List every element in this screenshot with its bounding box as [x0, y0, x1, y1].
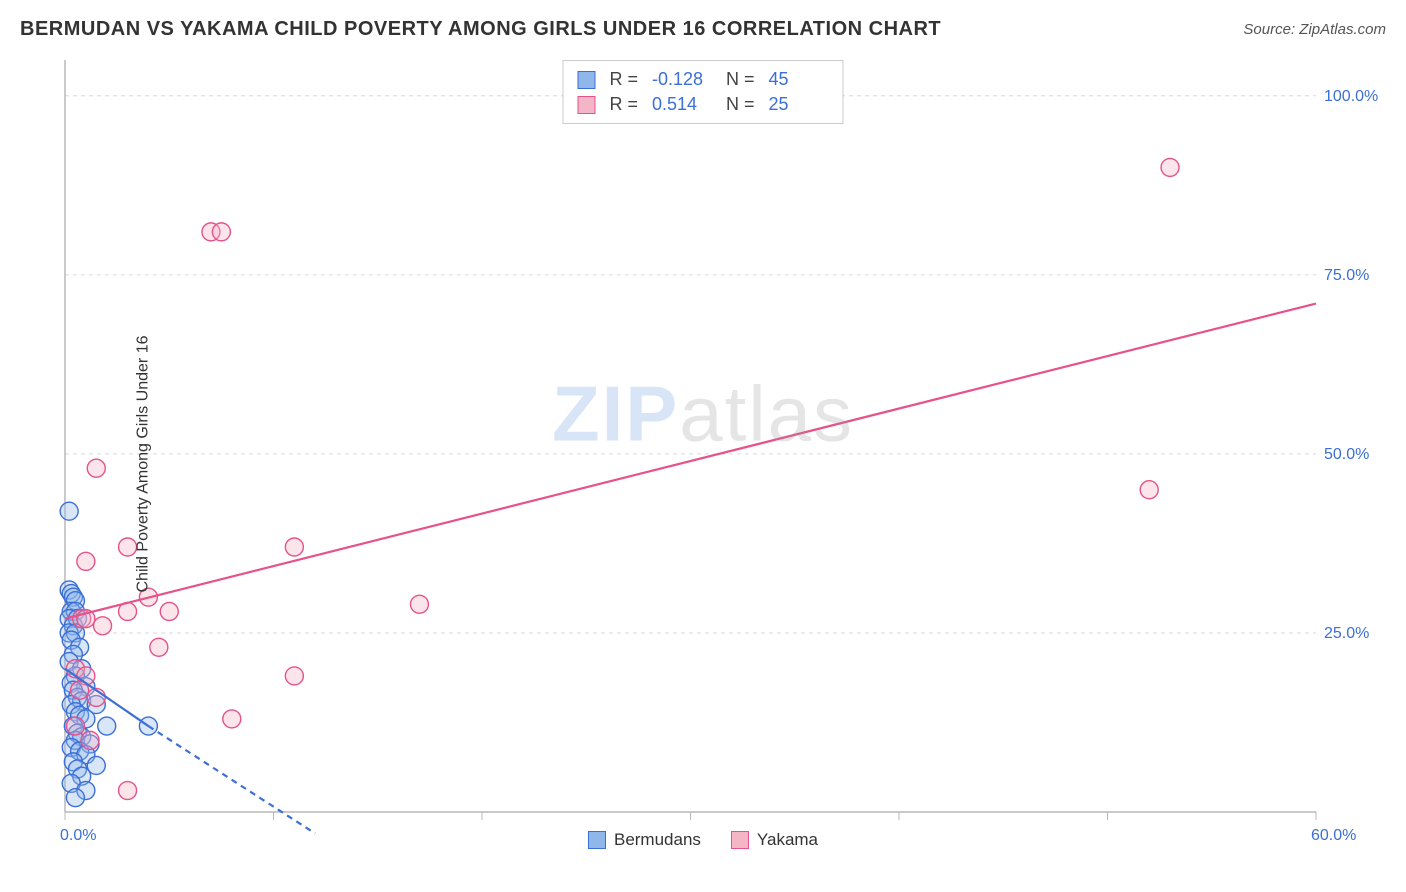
chart-header: BERMUDAN VS YAKAMA CHILD POVERTY AMONG G…	[0, 0, 1406, 51]
r-label: R =	[609, 69, 638, 90]
legend-stats-row-1: R = 0.514 N = 25	[577, 92, 828, 117]
swatch-bermudans	[577, 71, 595, 89]
n-value-0: 45	[769, 69, 829, 90]
legend-stats: R = -0.128 N = 45 R = 0.514 N = 25	[562, 60, 843, 124]
swatch-yakama-bottom	[731, 831, 749, 849]
swatch-yakama	[577, 96, 595, 114]
chart-area: Child Poverty Among Girls Under 16 25.0%…	[20, 55, 1386, 872]
svg-text:60.0%: 60.0%	[1311, 827, 1356, 844]
y-axis-label: Child Poverty Among Girls Under 16	[135, 335, 153, 592]
legend-stats-row-0: R = -0.128 N = 45	[577, 67, 828, 92]
legend-label-1: Yakama	[757, 830, 818, 850]
svg-text:100.0%: 100.0%	[1324, 88, 1378, 105]
source-prefix: Source:	[1243, 21, 1299, 38]
scatter-chart: 25.0% 50.0% 75.0% 100.0% 0.0% 60.0%	[20, 55, 1386, 872]
chart-title: BERMUDAN VS YAKAMA CHILD POVERTY AMONG G…	[20, 18, 941, 41]
r-value-0: -0.128	[652, 69, 712, 90]
r-value-1: 0.514	[652, 94, 712, 115]
legend-series: Bermudans Yakama	[588, 830, 818, 850]
legend-item-bermudans: Bermudans	[588, 830, 701, 850]
legend-label-0: Bermudans	[614, 830, 701, 850]
legend-item-yakama: Yakama	[731, 830, 818, 850]
n-label: N =	[726, 69, 755, 90]
svg-text:25.0%: 25.0%	[1324, 625, 1369, 642]
n-value-1: 25	[769, 94, 829, 115]
svg-text:50.0%: 50.0%	[1324, 446, 1369, 463]
svg-text:75.0%: 75.0%	[1324, 267, 1369, 284]
chart-source: Source: ZipAtlas.com	[1243, 21, 1386, 38]
source-name: ZipAtlas.com	[1299, 21, 1386, 38]
r-label: R =	[609, 94, 638, 115]
n-label: N =	[726, 94, 755, 115]
swatch-bermudans-bottom	[588, 831, 606, 849]
svg-text:0.0%: 0.0%	[60, 827, 96, 844]
